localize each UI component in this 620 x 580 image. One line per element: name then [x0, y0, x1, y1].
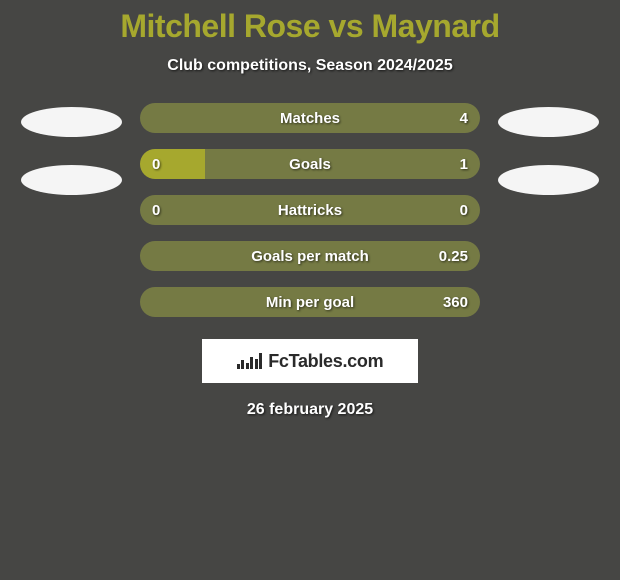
- stat-right-value: 0.25: [428, 248, 468, 265]
- stat-bar: 0Hattricks0: [140, 195, 480, 225]
- date-label: 26 february 2025: [0, 401, 620, 419]
- source-logo: FcTables.com: [202, 339, 418, 383]
- main-area: Matches40Goals10Hattricks0Goals per matc…: [0, 103, 620, 317]
- stat-label: Hattricks: [192, 202, 428, 219]
- comparison-card: Mitchell Rose vs Maynard Club competitio…: [0, 0, 620, 419]
- stat-label: Goals per match: [192, 248, 428, 265]
- stat-label: Min per goal: [192, 294, 428, 311]
- stat-bar: Min per goal360: [140, 287, 480, 317]
- stat-right-value: 4: [428, 110, 468, 127]
- page-title: Mitchell Rose vs Maynard: [0, 8, 620, 45]
- stat-label: Matches: [192, 110, 428, 127]
- logo-text: FcTables.com: [268, 351, 383, 372]
- stat-bar: 0Goals1: [140, 149, 480, 179]
- bar-chart-icon: [237, 353, 263, 369]
- stat-bar: Matches4: [140, 103, 480, 133]
- stat-right-value: 1: [428, 156, 468, 173]
- stat-right-value: 360: [428, 294, 468, 311]
- player-left-avatar-1: [21, 107, 122, 137]
- stat-right-value: 0: [428, 202, 468, 219]
- player-right-avatar-1: [498, 107, 599, 137]
- stat-left-value: 0: [152, 156, 192, 173]
- stat-left-value: 0: [152, 202, 192, 219]
- player-left-avatar-2: [21, 165, 122, 195]
- left-avatar-column: [21, 103, 122, 195]
- stat-bars: Matches40Goals10Hattricks0Goals per matc…: [140, 103, 480, 317]
- player-right-avatar-2: [498, 165, 599, 195]
- stat-bar: Goals per match0.25: [140, 241, 480, 271]
- page-subtitle: Club competitions, Season 2024/2025: [0, 57, 620, 75]
- right-avatar-column: [498, 103, 599, 195]
- stat-label: Goals: [192, 156, 428, 173]
